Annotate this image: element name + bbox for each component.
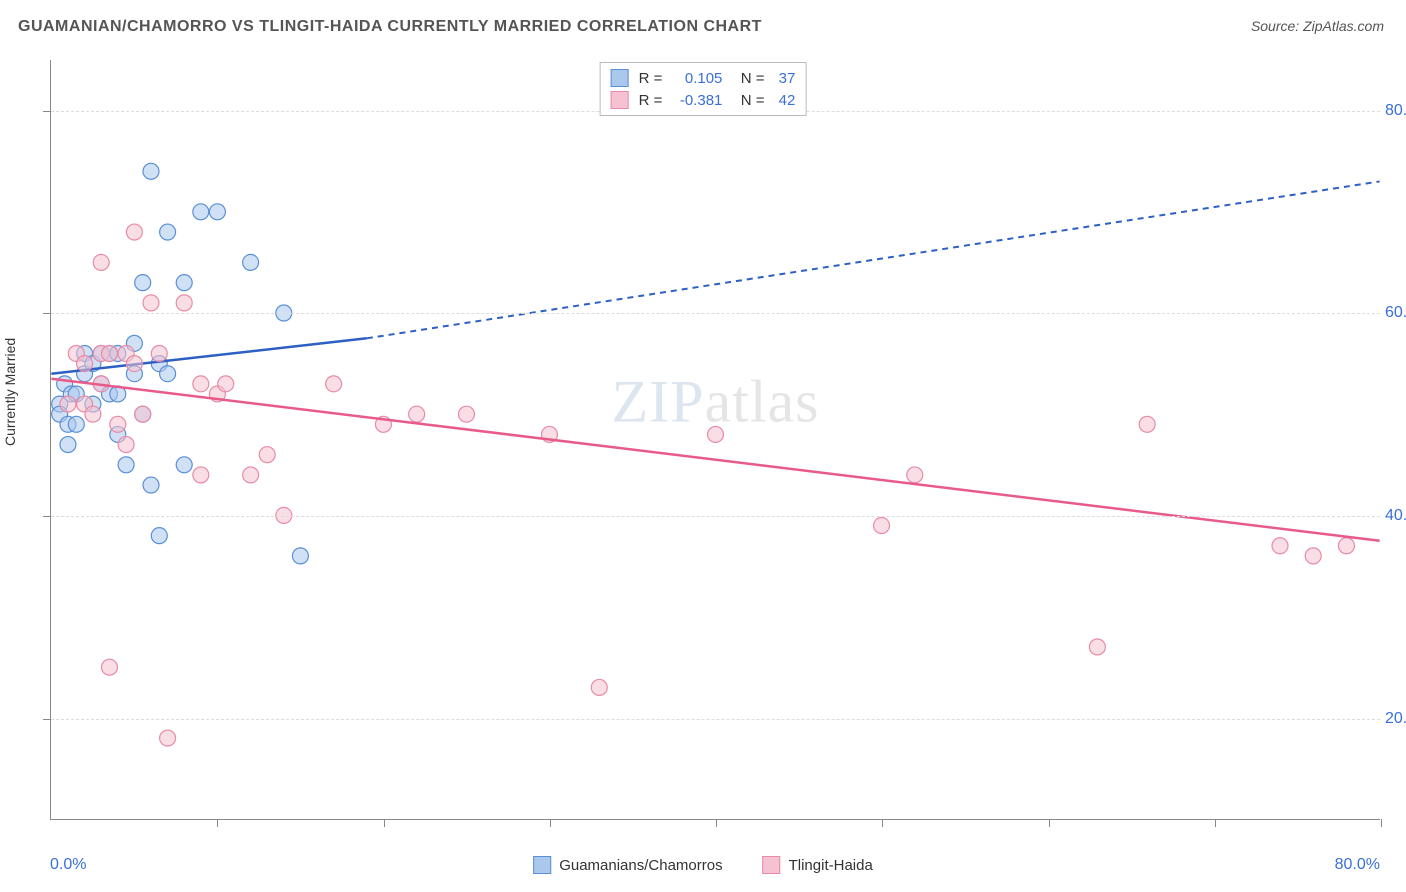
y-tick [43,719,51,720]
corr-r-label: R = [639,92,663,109]
data-point [708,426,724,442]
legend-bottom: Guamanians/Chamorros Tlingit-Haida [533,856,873,874]
data-point [60,437,76,453]
y-tick [43,111,51,112]
corr-n-label: N = [732,92,764,109]
legend-item: Tlingit-Haida [763,856,873,874]
data-point [458,406,474,422]
data-point [1272,538,1288,554]
y-tick-label: 60.0% [1385,304,1406,322]
gridline [51,313,1380,314]
corr-r-value: -0.381 [672,92,722,109]
legend-swatch-icon [611,91,629,109]
data-point [907,467,923,483]
data-point [101,659,117,675]
x-tick [550,819,551,827]
corr-n-value: 37 [775,70,796,87]
x-axis-min-label: 0.0% [50,856,86,874]
y-tick-label: 80.0% [1385,102,1406,120]
x-tick [1381,819,1382,827]
data-point [77,356,93,372]
legend-label: Tlingit-Haida [789,857,873,874]
x-tick [1049,819,1050,827]
legend-swatch-icon [763,856,781,874]
data-point [176,275,192,291]
data-point [126,224,142,240]
data-point [1139,416,1155,432]
legend-swatch-icon [611,69,629,87]
data-point [160,366,176,382]
y-tick [43,516,51,517]
data-point [143,295,159,311]
data-point [143,477,159,493]
legend-swatch-icon [533,856,551,874]
data-point [193,376,209,392]
data-point [591,679,607,695]
trend-line-dashed [367,181,1380,338]
data-point [176,295,192,311]
chart-title: GUAMANIAN/CHAMORRO VS TLINGIT-HAIDA CURR… [18,18,762,36]
x-tick [384,819,385,827]
data-point [151,528,167,544]
correlation-box: R = 0.105 N = 37 R = -0.381 N = 42 [600,62,807,116]
data-point [292,548,308,564]
x-axis-max-label: 80.0% [1335,856,1380,874]
y-tick-label: 20.0% [1385,710,1406,728]
gridline [51,719,1380,720]
data-point [874,518,890,534]
plot-svg [51,60,1380,819]
data-point [101,345,117,361]
data-point [243,254,259,270]
correlation-row: R = 0.105 N = 37 [611,67,796,89]
corr-n-value: 42 [775,92,796,109]
data-point [409,406,425,422]
plot-area: ZIPatlas 20.0%40.0%60.0%80.0% [50,60,1380,820]
data-point [1089,639,1105,655]
data-point [209,204,225,220]
gridline [51,516,1380,517]
x-tick [882,819,883,827]
data-point [243,467,259,483]
data-point [1338,538,1354,554]
data-point [176,457,192,473]
data-point [1305,548,1321,564]
data-point [126,356,142,372]
data-point [160,224,176,240]
data-point [110,416,126,432]
corr-n-label: N = [732,70,764,87]
corr-r-label: R = [639,70,663,87]
x-tick [1215,819,1216,827]
y-tick-label: 40.0% [1385,507,1406,525]
y-axis-label: Currently Married [2,338,18,446]
data-point [193,467,209,483]
correlation-row: R = -0.381 N = 42 [611,89,796,111]
data-point [118,437,134,453]
data-point [193,204,209,220]
chart-container: GUAMANIAN/CHAMORRO VS TLINGIT-HAIDA CURR… [0,0,1406,892]
data-point [118,457,134,473]
data-point [68,416,84,432]
data-point [259,447,275,463]
data-point [60,396,76,412]
x-tick [716,819,717,827]
data-point [85,406,101,422]
legend-label: Guamanians/Chamorros [559,857,722,874]
data-point [160,730,176,746]
y-tick [43,313,51,314]
legend-item: Guamanians/Chamorros [533,856,722,874]
data-point [143,163,159,179]
data-point [326,376,342,392]
corr-r-value: 0.105 [672,70,722,87]
data-point [135,275,151,291]
data-point [93,254,109,270]
data-point [135,406,151,422]
data-point [218,376,234,392]
x-tick [217,819,218,827]
data-point [151,345,167,361]
source-label: Source: ZipAtlas.com [1251,18,1384,34]
